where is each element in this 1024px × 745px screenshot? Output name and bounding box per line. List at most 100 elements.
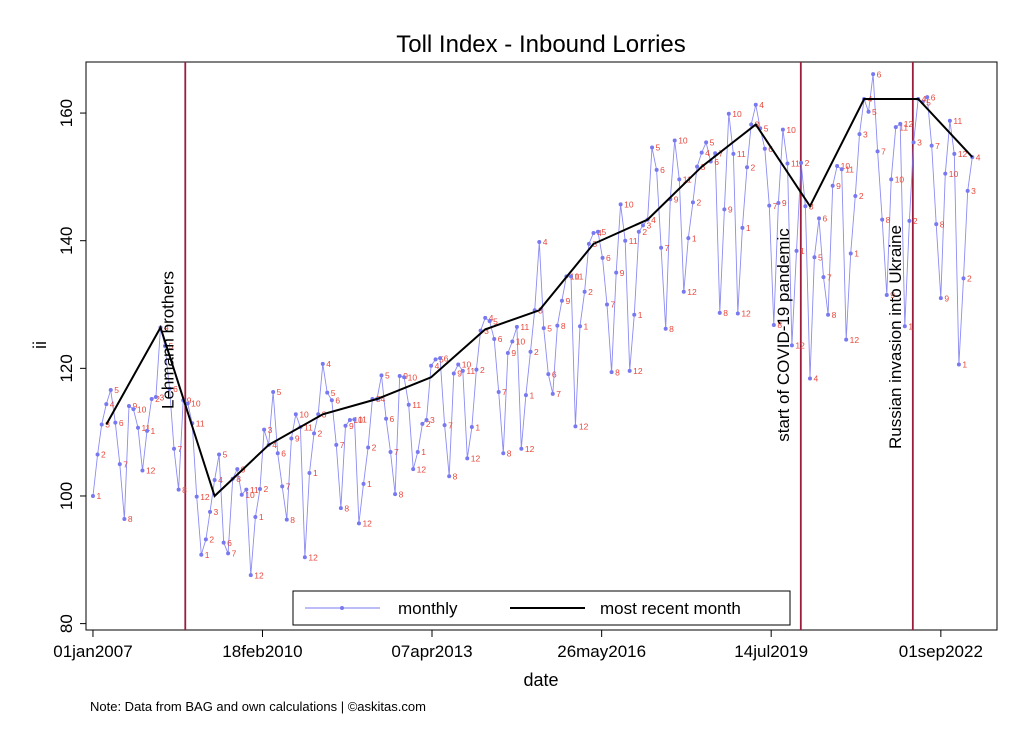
month-label: 5 (385, 371, 390, 381)
month-label: 2 (588, 287, 593, 297)
monthly-point (573, 424, 578, 429)
month-label: 7 (665, 243, 670, 253)
month-label: 11 (791, 159, 800, 169)
month-label: 8 (344, 503, 349, 513)
monthly-point (510, 339, 515, 344)
month-label: 4 (164, 323, 169, 333)
monthly-point (794, 248, 799, 253)
month-label: 6 (714, 157, 719, 167)
monthly-point (609, 370, 614, 375)
monthly-point (90, 493, 95, 498)
monthly-point (780, 127, 785, 132)
month-label: 9 (511, 348, 516, 358)
y-tick-label: 120 (57, 354, 76, 382)
monthly-point (199, 552, 204, 557)
month-label: 3 (971, 186, 976, 196)
x-axis-title: date (523, 670, 558, 690)
month-label: 5 (168, 341, 173, 351)
monthly-point (839, 167, 844, 172)
month-label: 4 (922, 94, 927, 104)
monthly-point (695, 164, 700, 169)
monthly-point (799, 160, 804, 165)
month-label: 3 (484, 326, 489, 336)
x-tick-label: 07apr2013 (391, 642, 472, 661)
x-tick-label: 01jan2007 (53, 642, 132, 661)
month-label: 12 (254, 570, 264, 580)
month-label: 8 (777, 320, 782, 330)
monthly-point (356, 521, 361, 526)
month-label: 8 (940, 219, 945, 229)
x-tick-label: 18feb2010 (222, 642, 302, 661)
month-label: 12 (687, 287, 697, 297)
month-label: 7 (123, 459, 128, 469)
month-label: 2 (751, 163, 756, 173)
monthly-point (907, 218, 912, 223)
monthly-point (239, 492, 244, 497)
monthly-point (817, 216, 822, 221)
month-label: 11 (737, 149, 746, 159)
month-label: 8 (453, 471, 458, 481)
month-label: 8 (561, 321, 566, 331)
month-label: 5 (872, 107, 877, 117)
month-label: 3 (105, 420, 110, 430)
monthly-point (749, 122, 754, 127)
month-label: 6 (498, 334, 503, 344)
monthly-point (636, 229, 641, 234)
monthly-series-line (92, 74, 973, 576)
monthly-point (442, 423, 447, 428)
monthly-point (731, 151, 736, 156)
monthly-point (844, 337, 849, 342)
month-label: 10 (462, 360, 472, 370)
x-tick-label: 26may2016 (557, 642, 646, 661)
monthly-point (880, 217, 885, 222)
monthly-point (397, 373, 402, 378)
monthly-point (95, 452, 100, 457)
month-label: 12 (308, 552, 318, 562)
month-label: 2 (859, 191, 864, 201)
event-label: start of COVID-19 pandemic (774, 228, 793, 442)
month-label: 10 (570, 272, 580, 282)
month-label: 1 (475, 422, 480, 432)
month-label: 7 (935, 141, 940, 151)
month-label: 8 (507, 448, 512, 458)
monthly-point (745, 165, 750, 170)
monthly-point (415, 449, 420, 454)
monthly-point (280, 484, 285, 489)
monthly-point (848, 251, 853, 256)
monthly-point (212, 478, 217, 483)
monthly-point (623, 238, 628, 243)
month-label: 6 (606, 253, 611, 263)
monthly-point (961, 276, 966, 281)
monthly-point (541, 326, 546, 331)
monthly-point (402, 375, 407, 380)
month-label: 12 (200, 492, 210, 502)
monthly-point (347, 418, 352, 423)
monthly-point (659, 245, 664, 250)
monthly-point (235, 467, 240, 472)
monthly-point (807, 376, 812, 381)
month-label: 1 (584, 321, 589, 331)
monthly-point (618, 202, 623, 207)
monthly-point (104, 402, 109, 407)
monthly-point (438, 356, 443, 361)
monthly-point (465, 456, 470, 461)
monthly-point (929, 143, 934, 148)
monthly-point (289, 436, 294, 441)
monthly-point (312, 431, 317, 436)
month-label: 4 (489, 313, 494, 323)
month-label: 6 (444, 353, 449, 363)
monthly-point (785, 161, 790, 166)
month-label: 9 (349, 421, 354, 431)
month-label: 5 (601, 227, 606, 237)
month-label: 10 (949, 169, 959, 179)
monthly-point (257, 486, 262, 491)
monthly-point (857, 132, 862, 137)
monthly-point (835, 164, 840, 169)
monthly-point (956, 362, 961, 367)
monthly-point (586, 241, 591, 246)
month-label: 11 (250, 485, 259, 495)
month-label: 12 (525, 444, 535, 454)
monthly-point (248, 573, 253, 578)
month-label: 9 (836, 181, 841, 191)
monthly-point (325, 390, 330, 395)
